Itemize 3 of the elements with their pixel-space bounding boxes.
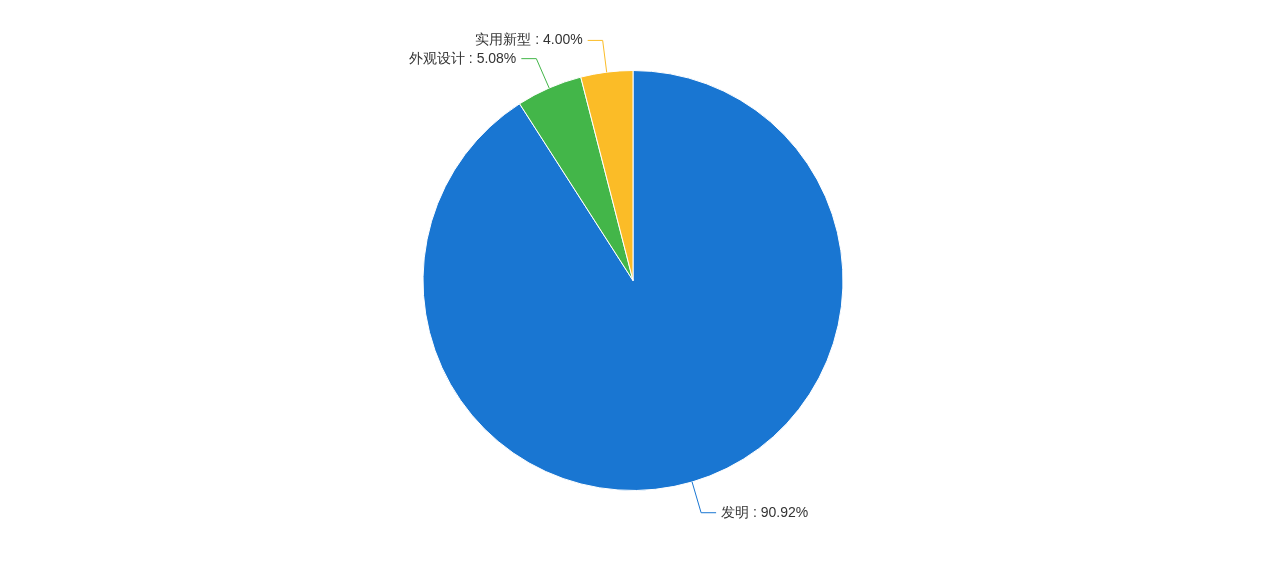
slice-label: 实用新型 : 4.00% <box>475 31 583 48</box>
slice-label: 发明 : 90.92% <box>721 503 809 520</box>
slice-label: 外观设计 : 5.08% <box>408 49 517 66</box>
